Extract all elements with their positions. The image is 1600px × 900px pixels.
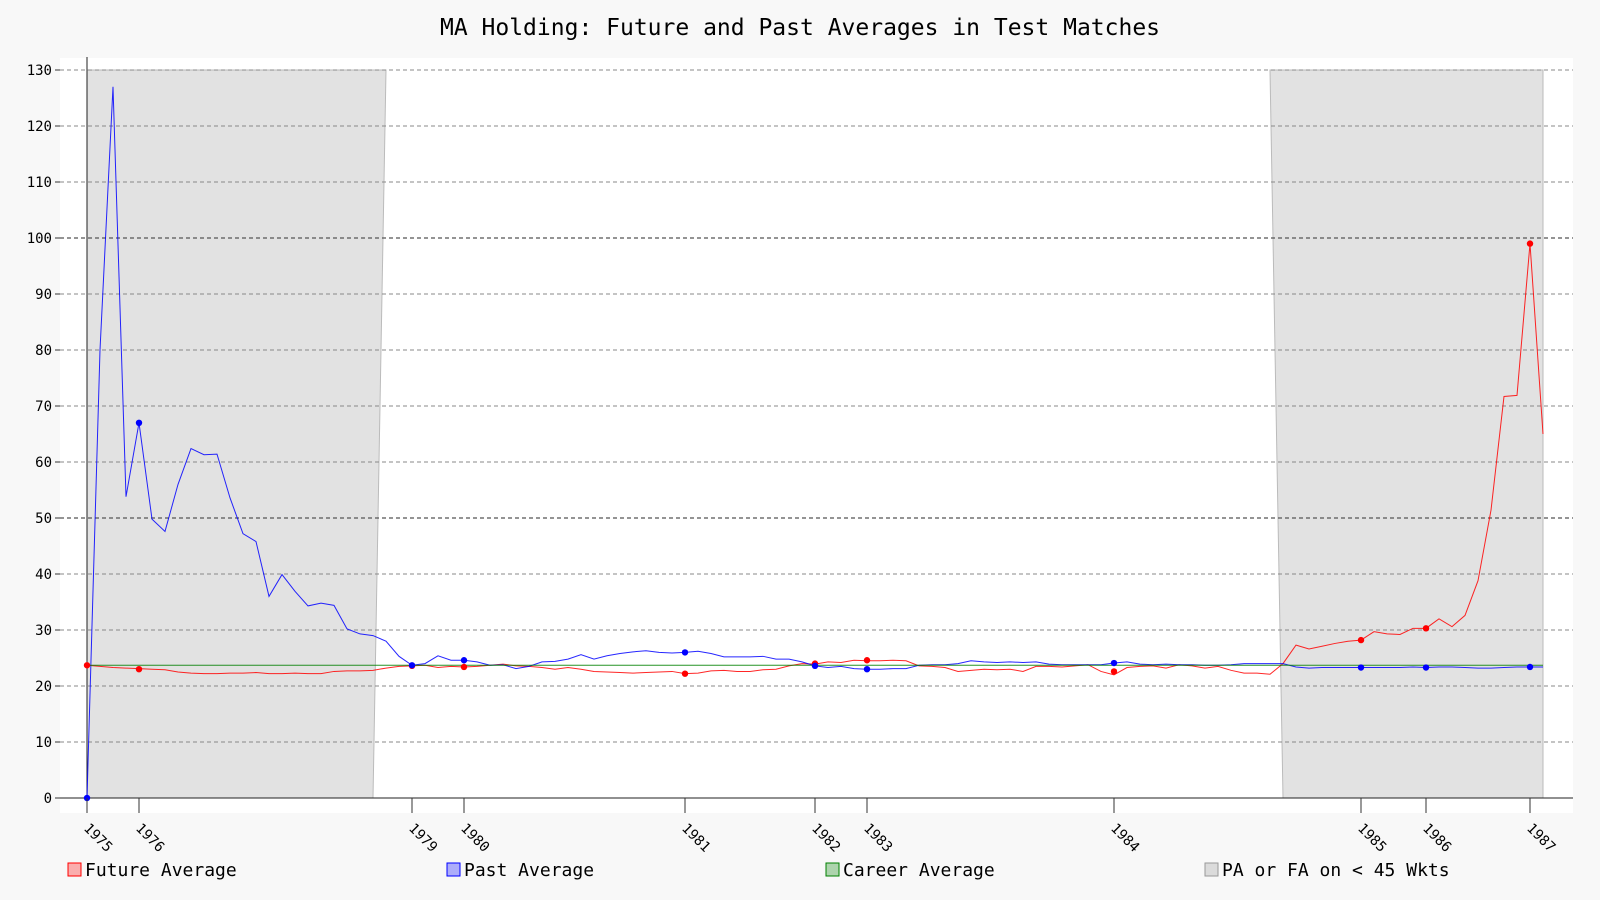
point-future-average bbox=[863, 657, 871, 664]
point-future-average bbox=[1422, 625, 1430, 632]
point-past-average bbox=[460, 657, 468, 664]
legend: Future Average Past Average Career Average… bbox=[67, 860, 1450, 881]
legend-swatch bbox=[446, 862, 461, 877]
point-past-average bbox=[1110, 659, 1118, 667]
y-tick-label: 100 bbox=[27, 231, 52, 247]
legend-item-career-average: Career Average bbox=[825, 860, 995, 881]
x-tick-label: 1984 bbox=[1107, 821, 1142, 856]
x-tick-label: 1982 bbox=[808, 821, 843, 856]
y-tick-label: 60 bbox=[35, 455, 52, 471]
x-tick-label: 1985 bbox=[1354, 821, 1389, 856]
point-future-average bbox=[135, 666, 143, 673]
point-past-average bbox=[1526, 663, 1534, 671]
x-tick-label: 1979 bbox=[405, 821, 440, 856]
y-tick-label: 10 bbox=[35, 735, 52, 751]
x-tick-label: 1975 bbox=[80, 821, 115, 856]
x-tick-label: 1980 bbox=[457, 821, 492, 856]
series-markers bbox=[83, 240, 1534, 802]
shaded-region-2 bbox=[1269, 69, 1544, 799]
y-tick-label: 120 bbox=[27, 119, 52, 135]
y-tick-label: 90 bbox=[35, 287, 52, 303]
legend-swatch bbox=[825, 862, 840, 877]
y-tick-label: 50 bbox=[35, 511, 52, 527]
x-tick-label: 1987 bbox=[1523, 821, 1558, 856]
point-past-average bbox=[1357, 664, 1365, 671]
shaded-region-1 bbox=[86, 69, 387, 799]
gridlines bbox=[60, 69, 1573, 743]
point-past-average bbox=[811, 662, 819, 670]
y-axis-ticks: 0 10 20 30 40 50 60 70 80 90 100 110 120 130 bbox=[27, 63, 60, 807]
legend-label: Past Average bbox=[464, 860, 594, 881]
legend-item-past-average: Past Average bbox=[446, 860, 594, 881]
y-tick-label: 80 bbox=[35, 343, 52, 359]
x-tick-label: 1976 bbox=[132, 821, 167, 856]
point-future-average bbox=[83, 662, 91, 669]
y-tick-label: 70 bbox=[35, 399, 52, 415]
axes bbox=[60, 57, 1573, 812]
y-tick-label: 20 bbox=[35, 679, 52, 695]
y-tick-label: 110 bbox=[27, 175, 52, 191]
x-tick-label: 1981 bbox=[678, 821, 713, 856]
point-past-average bbox=[1422, 664, 1430, 671]
legend-item-pa-or-fa-on-45-wkts: PA or FA on < 45 Wkts bbox=[1204, 860, 1450, 881]
point-past-average bbox=[135, 419, 143, 426]
chart-title: MA Holding: Future and Past Averages in … bbox=[440, 15, 1160, 41]
legend-label: Career Average bbox=[843, 860, 995, 881]
x-tick-label: 1986 bbox=[1419, 821, 1454, 856]
y-tick-label: 130 bbox=[27, 63, 52, 79]
point-past-average bbox=[863, 666, 871, 673]
legend-swatch bbox=[67, 862, 82, 877]
y-tick-label: 30 bbox=[35, 623, 52, 639]
x-tick-label: 1983 bbox=[860, 821, 895, 856]
point-future-average bbox=[460, 663, 468, 671]
point-past-average bbox=[681, 649, 689, 656]
legend-swatch bbox=[1204, 862, 1219, 877]
y-tick-label: 40 bbox=[35, 567, 52, 583]
shaded-regions bbox=[86, 69, 1544, 799]
legend-label: PA or FA on < 45 Wkts bbox=[1222, 860, 1450, 881]
y-tick-label: 0 bbox=[44, 791, 52, 807]
point-past-average bbox=[408, 662, 416, 669]
point-future-average bbox=[1526, 240, 1534, 247]
legend-item-future-average: Future Average bbox=[67, 860, 237, 881]
point-future-average bbox=[681, 670, 689, 677]
point-future-average bbox=[1110, 668, 1118, 675]
legend-label: Future Average bbox=[85, 860, 237, 881]
point-future-average bbox=[1357, 636, 1365, 644]
